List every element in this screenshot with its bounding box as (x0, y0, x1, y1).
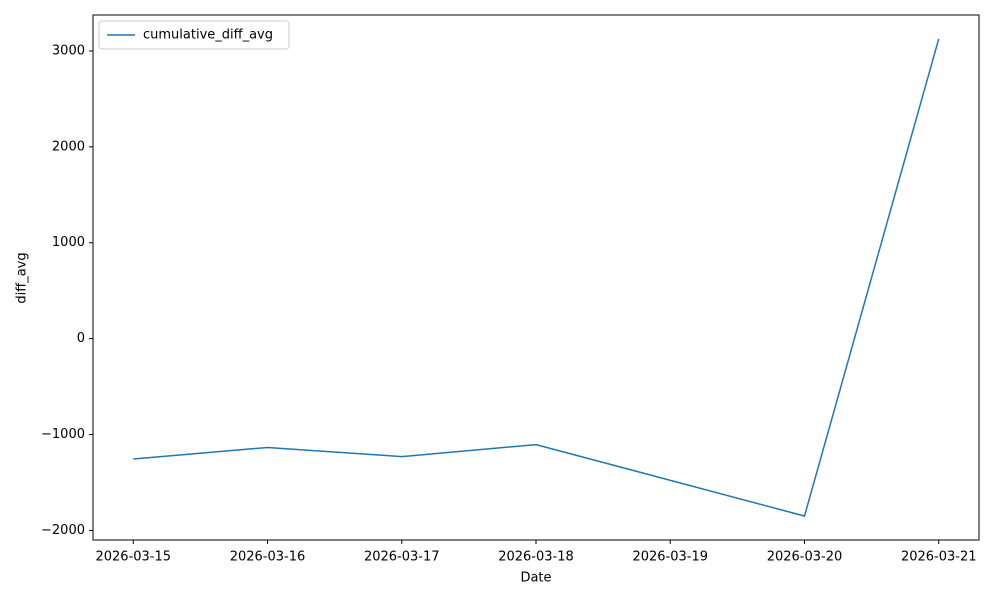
y-tick-label: −1000 (41, 427, 85, 442)
y-axis-label: diff_avg (15, 252, 30, 303)
x-tick-label: 2026-03-19 (632, 550, 708, 565)
legend: cumulative_diff_avg (98, 20, 290, 50)
legend-box (98, 20, 290, 50)
y-tick-label: 3000 (52, 43, 85, 58)
line-series (133, 38, 940, 517)
x-tick-label: 2026-03-21 (901, 550, 977, 565)
x-tick-label: 2026-03-20 (767, 550, 843, 565)
y-tick-label: 1000 (52, 235, 85, 250)
y-tick-label: 0 (77, 331, 85, 346)
legend-label: cumulative_diff_avg (143, 28, 273, 43)
x-tick-label: 2026-03-15 (95, 550, 171, 565)
y-tick-label: 2000 (52, 139, 85, 154)
x-tick-label: 2026-03-18 (498, 550, 574, 565)
y-tick-label: −2000 (41, 523, 85, 538)
x-tick-label: 2026-03-16 (230, 550, 306, 565)
x-axis-label: Date (520, 571, 551, 586)
plot-frame (92, 14, 980, 541)
x-tick-label: 2026-03-17 (364, 550, 440, 565)
